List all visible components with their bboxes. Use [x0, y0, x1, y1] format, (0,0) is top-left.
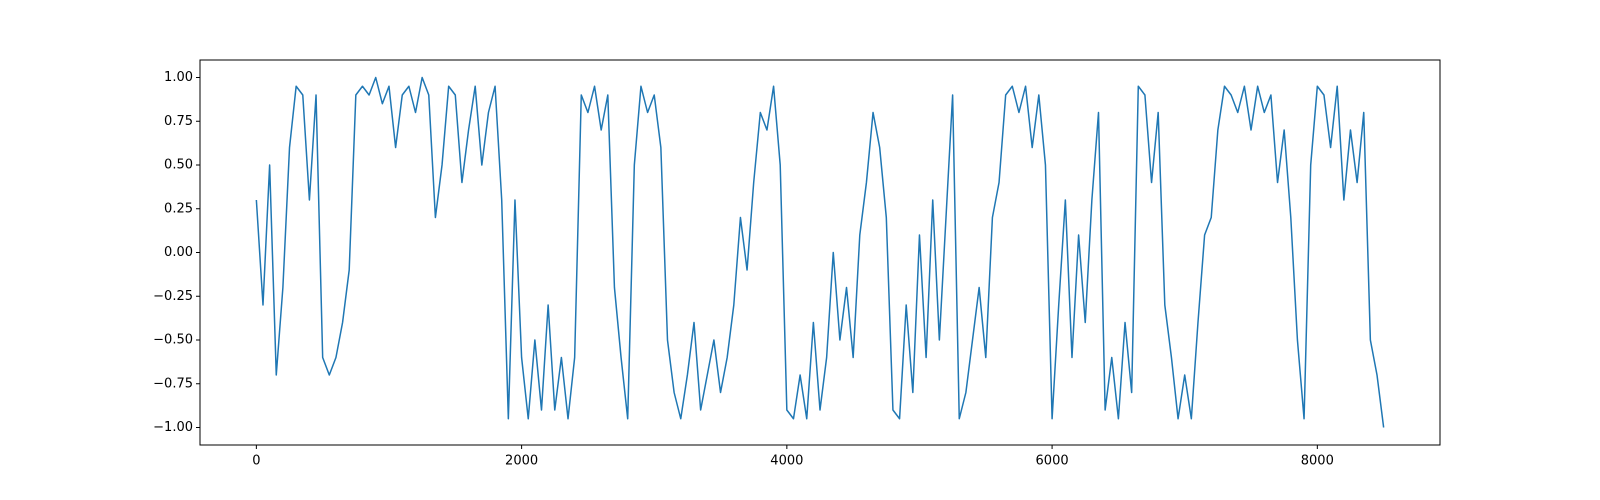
x-tick-label: 6000 [1036, 454, 1069, 469]
y-tick-label: −0.50 [153, 333, 193, 348]
y-tick-label: −0.25 [153, 289, 193, 304]
y-tick-label: 0.25 [164, 201, 193, 216]
y-tick-label: −0.75 [153, 376, 193, 391]
x-tick-label: 4000 [770, 454, 803, 469]
x-tick-label: 0 [252, 454, 260, 469]
y-tick-label: 0.50 [164, 158, 193, 173]
y-tick-label: −1.00 [153, 420, 193, 435]
y-tick-label: 1.00 [164, 70, 193, 85]
y-tick-label: 0.00 [164, 245, 193, 260]
x-tick-label: 8000 [1301, 454, 1334, 469]
data-line [255, 76, 1385, 428]
plot-frame [199, 59, 1441, 446]
x-tick-label: 2000 [505, 454, 538, 469]
y-tick-label: 0.75 [164, 114, 193, 129]
